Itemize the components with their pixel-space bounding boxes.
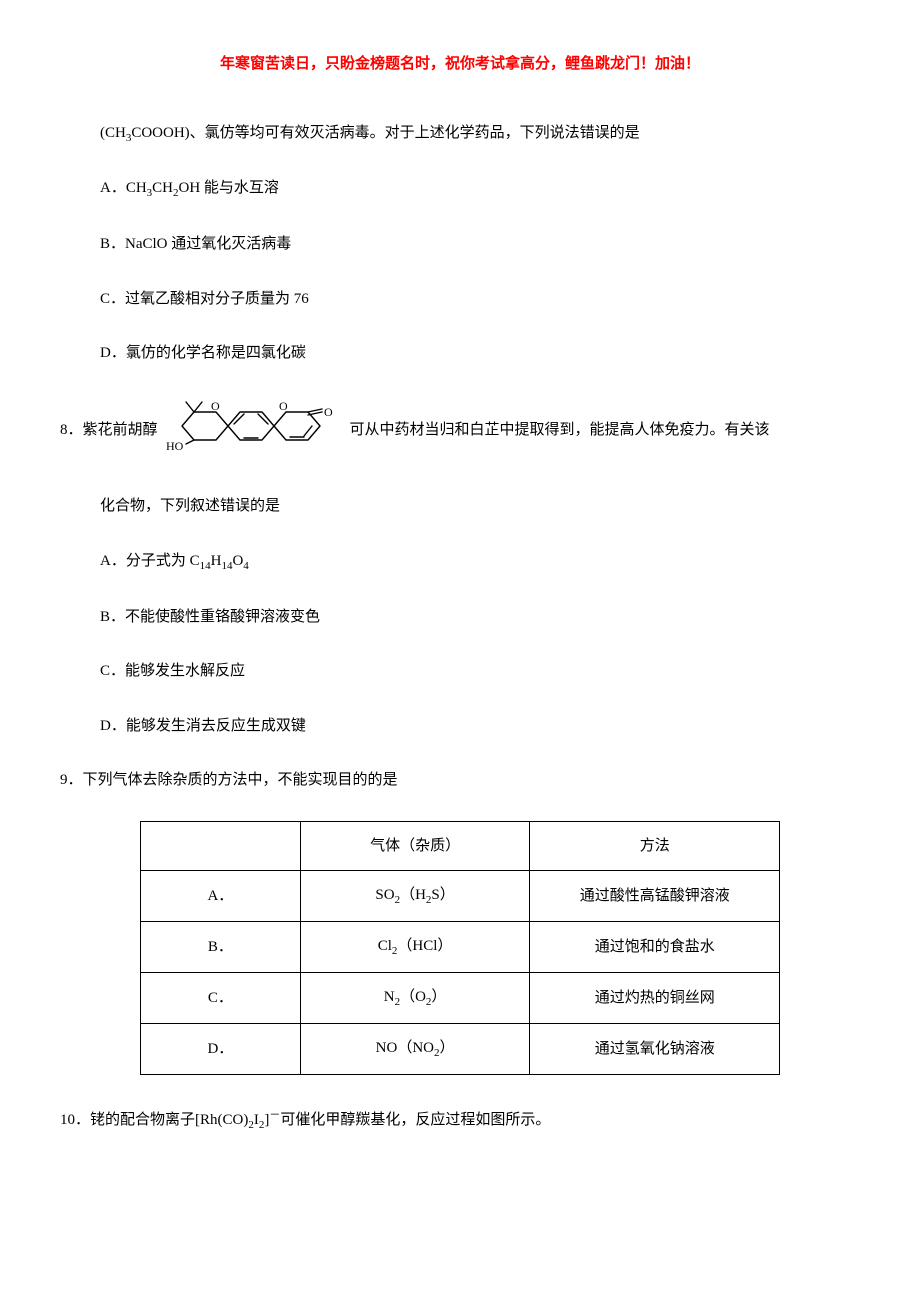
- q8-option-d: D．能够发生消去反应生成双键: [100, 712, 860, 741]
- svg-text:HO: HO: [166, 439, 184, 453]
- svg-text:O: O: [279, 399, 288, 413]
- q9-r3-gas-tail: ）: [440, 1040, 455, 1056]
- q8-a-s3: 4: [243, 560, 249, 572]
- q9-r3-method: 通过氢氧化钠溶液: [530, 1023, 780, 1074]
- q9-r0-gas: SO2（H2S）: [300, 871, 530, 922]
- q7-a-tail: OH 能与水互溶: [179, 180, 279, 196]
- q9-r1-gas: Cl2（HCl）: [300, 922, 530, 973]
- q9-r0-gas-mid: （H: [400, 887, 426, 903]
- q8-option-a: A．分子式为 C14H14O4: [100, 547, 860, 577]
- q7-cont-mid: COOOH)、氯仿等均可有效灭活病毒。对于上述化学药品，下列说法错误的是: [131, 125, 639, 141]
- table-row: A． SO2（H2S） 通过酸性高锰酸钾溶液: [141, 871, 780, 922]
- q7-a-mid1: CH: [152, 180, 173, 196]
- q10-tail: 可催化甲醇羰基化，反应过程如图所示。: [280, 1112, 550, 1128]
- q9-r3-gas: NO（NO2）: [300, 1023, 530, 1074]
- table-row: C． N2（O2） 通过灼热的铜丝网: [141, 972, 780, 1023]
- q8-a-s1: 14: [200, 560, 211, 572]
- table-header-row: 气体（杂质） 方法: [141, 821, 780, 871]
- table-row: D． NO（NO2） 通过氢氧化钠溶液: [141, 1023, 780, 1074]
- q9-table: 气体（杂质） 方法 A． SO2（H2S） 通过酸性高锰酸钾溶液 B． Cl2（…: [140, 821, 780, 1075]
- q7-option-b: B．NaClO 通过氧化灭活病毒: [100, 230, 860, 259]
- q9-r1-gas-mid: （HCl）: [397, 938, 452, 954]
- q9-r0-gas-tail: S）: [431, 887, 454, 903]
- q9-r2-method: 通过灼热的铜丝网: [530, 972, 780, 1023]
- q9-r0-gas-pre: SO: [375, 887, 394, 903]
- q8-a-prefix: A．分子式为 C: [100, 553, 200, 569]
- q9-r2-gas-mid: （O: [400, 989, 426, 1005]
- q9-stem: 9．下列气体去除杂质的方法中，不能实现目的的是: [60, 766, 860, 795]
- q9-r2-label: C．: [141, 972, 301, 1023]
- q9-r1-method: 通过饱和的食盐水: [530, 922, 780, 973]
- q8-tail1: 可从中药材当归和白芷中提取得到，能提高人体免疫力。有关该: [350, 416, 770, 445]
- q7-option-a: A．CH3CH2OH 能与水互溶: [100, 174, 860, 204]
- q8-stem-line1: 8．紫花前胡醇 HO O: [60, 394, 860, 467]
- q9-r3-gas-mid: （NO: [397, 1040, 434, 1056]
- q9-r2-gas-pre: N: [384, 989, 395, 1005]
- q9-r0-label: A．: [141, 871, 301, 922]
- q9-h2: 气体（杂质）: [300, 821, 530, 871]
- q8-a-m1: H: [211, 553, 222, 569]
- q10-sup: －: [269, 1109, 280, 1121]
- q9-r0-method: 通过酸性高锰酸钾溶液: [530, 871, 780, 922]
- q9-r3-label: D．: [141, 1023, 301, 1074]
- svg-text:O: O: [211, 399, 220, 413]
- molecule-icon: HO O O O: [164, 394, 344, 467]
- header-line: 年寒窗苦读日，只盼金榜题名时，祝你考试拿高分，鲤鱼跳龙门！加油！: [60, 50, 860, 79]
- q10-p1: 10．铑的配合物离子[Rh(CO): [60, 1112, 248, 1128]
- q9-r1-gas-pre: Cl: [378, 938, 392, 954]
- q7-a-prefix: A．CH: [100, 180, 147, 196]
- q8-option-b: B．不能使酸性重铬酸钾溶液变色: [100, 603, 860, 632]
- q8-option-c: C．能够发生水解反应: [100, 657, 860, 686]
- q7-cont-prefix: (CH: [100, 125, 126, 141]
- q8-stem-line2: 化合物，下列叙述错误的是: [100, 492, 860, 521]
- q9-r3-gas-pre: NO: [376, 1040, 398, 1056]
- svg-text:O: O: [324, 405, 333, 419]
- q9-h3: 方法: [530, 821, 780, 871]
- q9-r1-label: B．: [141, 922, 301, 973]
- q8-a-m2: O: [232, 553, 243, 569]
- q9-r2-gas-tail: ）: [431, 989, 446, 1005]
- table-row: B． Cl2（HCl） 通过饱和的食盐水: [141, 922, 780, 973]
- q8-prefix: 8．紫花前胡醇: [60, 416, 158, 445]
- q8-a-s2: 14: [221, 560, 232, 572]
- q7-continuation: (CH3COOOH)、氯仿等均可有效灭活病毒。对于上述化学药品，下列说法错误的是: [100, 119, 860, 149]
- q10-stem: 10．铑的配合物离子[Rh(CO)2I2]－可催化甲醇羰基化，反应过程如图所示。: [60, 1105, 860, 1136]
- q9-h1: [141, 821, 301, 871]
- q7-option-c: C．过氧乙酸相对分子质量为 76: [100, 285, 860, 314]
- q9-r2-gas: N2（O2）: [300, 972, 530, 1023]
- q7-option-d: D．氯仿的化学名称是四氯化碳: [100, 339, 860, 368]
